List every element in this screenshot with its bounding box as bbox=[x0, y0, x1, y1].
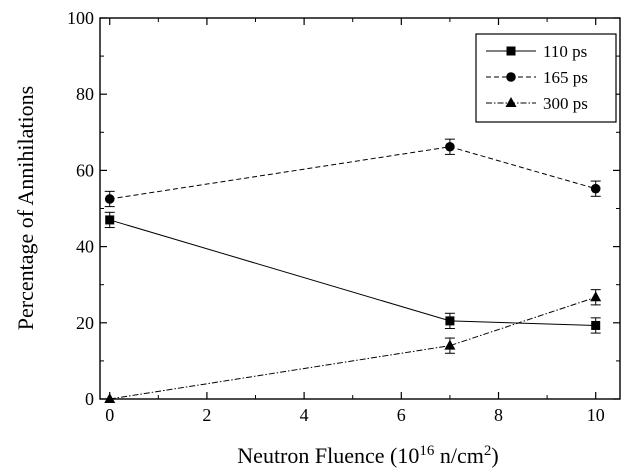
data-point-circle bbox=[104, 194, 115, 204]
data-point-square bbox=[591, 320, 601, 330]
x-tick-label: 10 bbox=[587, 405, 605, 425]
series-line-2 bbox=[109, 296, 596, 400]
legend: 110 ps 165 ps 300 ps bbox=[475, 33, 617, 123]
data-point-triangle bbox=[590, 291, 602, 302]
x-tick-label: 0 bbox=[105, 405, 114, 425]
y-tick-label: 80 bbox=[76, 84, 94, 104]
x-tick-label: 6 bbox=[397, 405, 406, 425]
x-axis-title-sup2: 2 bbox=[484, 443, 492, 459]
data-point-circle bbox=[590, 183, 601, 194]
x-axis-title: Neutron Fluence (1016 n/cm2) bbox=[237, 443, 498, 468]
legend-marker-square bbox=[506, 46, 516, 56]
x-tick-label: 2 bbox=[202, 405, 211, 425]
data-point-square bbox=[445, 316, 455, 326]
legend-label: 110 ps bbox=[543, 42, 587, 61]
x-tick-label: 4 bbox=[300, 405, 309, 425]
x-axis-title-part2: n/cm bbox=[434, 443, 484, 468]
data-point-circle bbox=[445, 141, 455, 152]
legend-box bbox=[475, 33, 617, 123]
series-markers bbox=[104, 141, 602, 403]
y-tick-label: 40 bbox=[76, 237, 94, 257]
y-axis-title: Percentage of Annihilations bbox=[13, 86, 38, 330]
x-axis-title-part3: ) bbox=[491, 443, 498, 468]
data-point-triangle bbox=[444, 339, 456, 350]
data-point-triangle bbox=[104, 393, 116, 403]
legend-label: 300 ps bbox=[543, 94, 588, 113]
y-tick-label: 60 bbox=[76, 160, 94, 180]
data-point-square bbox=[105, 215, 115, 225]
legend-marker-triangle bbox=[505, 97, 517, 107]
y-tick-label: 20 bbox=[76, 313, 94, 333]
series-line-0 bbox=[109, 219, 596, 326]
series-errors bbox=[104, 138, 601, 354]
series-line-1 bbox=[109, 146, 596, 200]
series-lines bbox=[109, 146, 596, 400]
x-tick-label: 8 bbox=[494, 405, 503, 425]
y-tick-label: 100 bbox=[67, 8, 94, 28]
x-axis-title-part1: Neutron Fluence (10 bbox=[237, 443, 419, 468]
x-axis-title-sup1: 16 bbox=[419, 443, 435, 459]
legend-label: 165 ps bbox=[543, 68, 588, 87]
y-tick-label: 0 bbox=[85, 389, 94, 409]
legend-marker-circle bbox=[506, 72, 516, 82]
